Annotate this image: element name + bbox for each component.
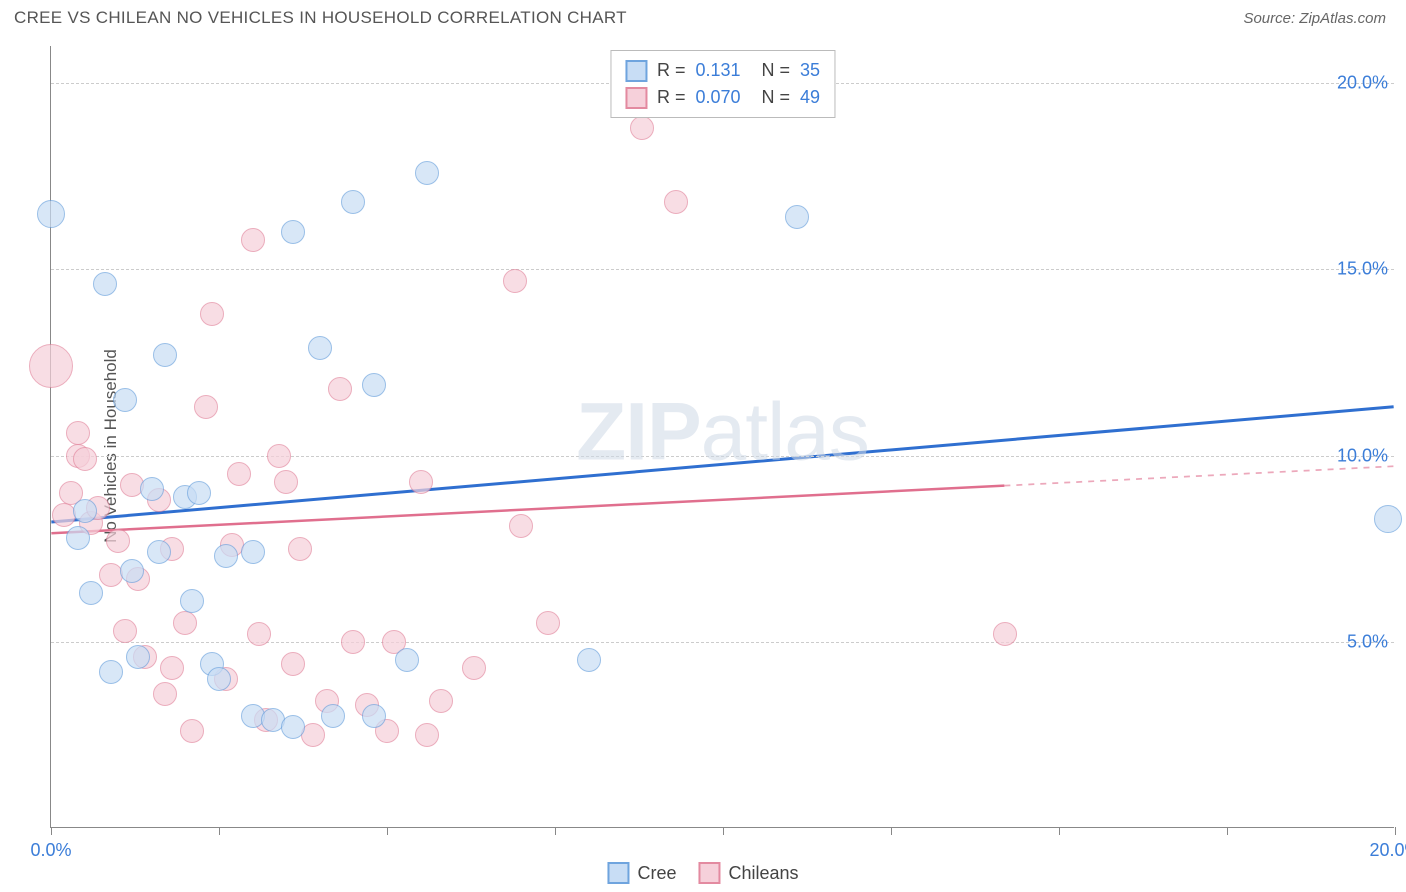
cree-r-value: 0.131 bbox=[695, 57, 751, 84]
data-point-chileans bbox=[462, 656, 486, 680]
data-point-cree bbox=[362, 373, 386, 397]
stats-row-cree: R = 0.131 N = 35 bbox=[625, 57, 820, 84]
data-point-chileans bbox=[536, 611, 560, 635]
stats-row-chileans: R = 0.070 N = 49 bbox=[625, 84, 820, 111]
x-tick bbox=[219, 827, 220, 835]
swatch-cree bbox=[625, 60, 647, 82]
x-tick bbox=[723, 827, 724, 835]
chart-plot-area: ZIPatlas R = 0.131 N = 35 R = 0.070 N = … bbox=[50, 46, 1394, 828]
data-point-cree bbox=[395, 648, 419, 672]
data-point-cree bbox=[241, 540, 265, 564]
x-tick bbox=[1227, 827, 1228, 835]
data-point-chileans bbox=[281, 652, 305, 676]
data-point-cree bbox=[140, 477, 164, 501]
data-point-chileans bbox=[509, 514, 533, 538]
data-point-chileans bbox=[194, 395, 218, 419]
data-point-chileans bbox=[160, 656, 184, 680]
data-point-cree bbox=[153, 343, 177, 367]
x-tick bbox=[555, 827, 556, 835]
chileans-n-value: 49 bbox=[800, 84, 820, 111]
legend-label-cree: Cree bbox=[637, 863, 676, 884]
data-point-chileans bbox=[106, 529, 130, 553]
data-point-cree bbox=[321, 704, 345, 728]
data-point-chileans bbox=[113, 619, 137, 643]
legend-label-chileans: Chileans bbox=[728, 863, 798, 884]
y-tick-label: 5.0% bbox=[1347, 631, 1388, 652]
data-point-chileans bbox=[173, 611, 197, 635]
legend-item-cree: Cree bbox=[607, 862, 676, 884]
swatch-chileans bbox=[625, 87, 647, 109]
chileans-r-value: 0.070 bbox=[695, 84, 751, 111]
data-point-cree bbox=[37, 200, 65, 228]
data-point-chileans bbox=[73, 447, 97, 471]
y-tick-label: 15.0% bbox=[1337, 259, 1388, 280]
data-point-cree bbox=[99, 660, 123, 684]
data-point-chileans bbox=[341, 630, 365, 654]
data-point-cree bbox=[180, 589, 204, 613]
data-point-cree bbox=[362, 704, 386, 728]
data-point-chileans bbox=[153, 682, 177, 706]
data-point-chileans bbox=[241, 228, 265, 252]
series-legend: Cree Chileans bbox=[607, 862, 798, 884]
data-point-chileans bbox=[200, 302, 224, 326]
data-point-cree bbox=[577, 648, 601, 672]
data-point-cree bbox=[120, 559, 144, 583]
data-point-cree bbox=[308, 336, 332, 360]
data-point-chileans bbox=[274, 470, 298, 494]
y-tick-label: 20.0% bbox=[1337, 73, 1388, 94]
data-point-cree bbox=[66, 526, 90, 550]
x-tick bbox=[1395, 827, 1396, 835]
data-point-cree bbox=[126, 645, 150, 669]
data-point-chileans bbox=[247, 622, 271, 646]
data-point-chileans bbox=[288, 537, 312, 561]
data-point-chileans bbox=[66, 421, 90, 445]
data-point-chileans bbox=[267, 444, 291, 468]
x-tick bbox=[891, 827, 892, 835]
x-tick-label: 20.0% bbox=[1369, 840, 1406, 861]
data-point-cree bbox=[187, 481, 211, 505]
data-point-cree bbox=[207, 667, 231, 691]
legend-item-chileans: Chileans bbox=[698, 862, 798, 884]
data-point-cree bbox=[113, 388, 137, 412]
stats-legend: R = 0.131 N = 35 R = 0.070 N = 49 bbox=[610, 50, 835, 118]
data-point-chileans bbox=[664, 190, 688, 214]
data-point-cree bbox=[341, 190, 365, 214]
gridline bbox=[51, 269, 1394, 270]
data-point-cree bbox=[281, 220, 305, 244]
data-point-cree bbox=[281, 715, 305, 739]
data-point-cree bbox=[214, 544, 238, 568]
y-tick-label: 10.0% bbox=[1337, 445, 1388, 466]
data-point-cree bbox=[79, 581, 103, 605]
cree-n-value: 35 bbox=[800, 57, 820, 84]
watermark: ZIPatlas bbox=[576, 385, 869, 479]
data-point-cree bbox=[147, 540, 171, 564]
chart-title: CREE VS CHILEAN NO VEHICLES IN HOUSEHOLD… bbox=[14, 8, 627, 28]
source-label: Source: ZipAtlas.com bbox=[1243, 10, 1386, 27]
x-tick bbox=[1059, 827, 1060, 835]
x-tick-label: 0.0% bbox=[30, 840, 71, 861]
data-point-chileans bbox=[29, 344, 73, 388]
data-point-chileans bbox=[630, 116, 654, 140]
data-point-chileans bbox=[415, 723, 439, 747]
data-point-chileans bbox=[328, 377, 352, 401]
data-point-cree bbox=[73, 499, 97, 523]
data-point-chileans bbox=[503, 269, 527, 293]
data-point-cree bbox=[415, 161, 439, 185]
data-point-chileans bbox=[429, 689, 453, 713]
x-tick bbox=[51, 827, 52, 835]
data-point-cree bbox=[785, 205, 809, 229]
x-tick bbox=[387, 827, 388, 835]
data-point-cree bbox=[93, 272, 117, 296]
data-point-chileans bbox=[993, 622, 1017, 646]
data-point-chileans bbox=[227, 462, 251, 486]
data-point-chileans bbox=[409, 470, 433, 494]
data-point-cree bbox=[1374, 505, 1402, 533]
swatch-cree-icon bbox=[607, 862, 629, 884]
header: CREE VS CHILEAN NO VEHICLES IN HOUSEHOLD… bbox=[0, 0, 1406, 36]
gridline bbox=[51, 456, 1394, 457]
swatch-chileans-icon bbox=[698, 862, 720, 884]
data-point-chileans bbox=[180, 719, 204, 743]
